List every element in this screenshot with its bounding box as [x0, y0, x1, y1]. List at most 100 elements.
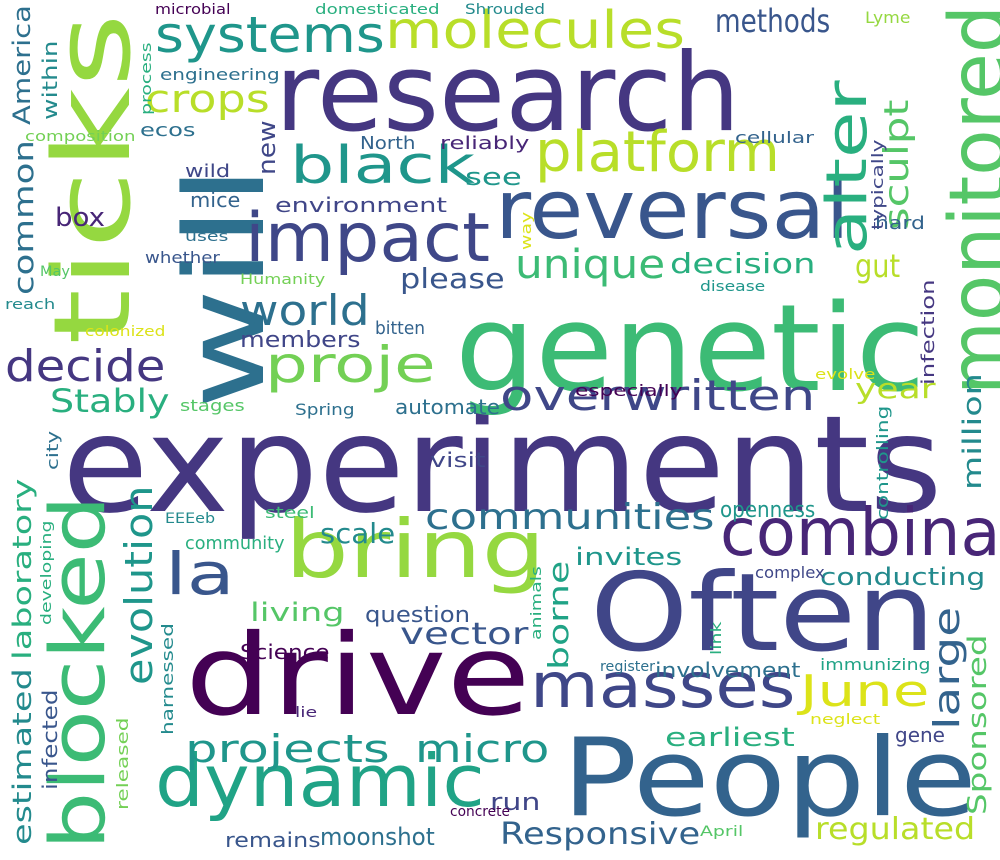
word-reliably: reliably — [440, 133, 530, 154]
word-typically: typically — [868, 139, 887, 230]
word-hard: hard — [875, 213, 925, 234]
word-involvement: involvement — [655, 658, 801, 682]
word-immunizing: immunizing — [820, 655, 931, 674]
word-humanity: Humanity — [240, 272, 326, 288]
word-monitored: monitored — [934, 5, 1000, 395]
word-members: members — [240, 328, 361, 353]
word-see: see — [465, 163, 522, 191]
word-run: run — [490, 788, 541, 816]
word-remains: remains — [225, 828, 321, 852]
word-automate: automate — [395, 395, 500, 419]
word-april: April — [700, 824, 744, 840]
word-impact: impact — [245, 199, 491, 278]
word-disease: disease — [700, 279, 766, 295]
word-masses: masses — [530, 649, 796, 722]
word-conducting: conducting — [820, 563, 986, 591]
word-especially: especially — [575, 381, 683, 400]
word-microbial: microbial — [155, 2, 231, 18]
word-scale: scale — [320, 517, 396, 550]
word-world: world — [240, 286, 370, 335]
word-colonized: colonized — [85, 324, 166, 340]
word-research: research — [275, 31, 741, 156]
word-uses: uses — [185, 229, 229, 245]
word-within: within — [38, 40, 62, 120]
word-micro: micro — [415, 727, 550, 771]
word-drive: drive — [185, 611, 531, 741]
word-large: large — [927, 606, 968, 730]
word-common: common — [7, 140, 40, 295]
word-composition: composition — [25, 129, 136, 145]
word-infected: infected — [38, 689, 62, 790]
word-estimated: estimated — [8, 668, 38, 845]
word-overwritten: overwritten — [500, 371, 816, 420]
word-dynamic: dynamic — [155, 739, 485, 823]
word-molecules: molecules — [385, 1, 685, 61]
word-controlling: controlling — [873, 405, 892, 520]
word-evolve: evolve — [815, 367, 876, 383]
word-year: year — [855, 372, 936, 405]
word-science: Science — [240, 640, 330, 664]
word-cellular: cellular — [735, 128, 814, 147]
word-please: please — [400, 262, 505, 295]
word-gut: gut — [855, 247, 901, 285]
word-black: black — [290, 136, 476, 196]
word-decide: decide — [5, 341, 166, 392]
word-gene: gene — [895, 723, 945, 747]
word-june: June — [800, 666, 930, 717]
word-often: Often — [590, 551, 936, 676]
word-environment: environment — [275, 193, 447, 217]
word-reach: reach — [5, 297, 56, 313]
word-stably: Stably — [50, 382, 170, 420]
word-steel: steel — [265, 503, 315, 522]
word-borne: borne — [542, 560, 575, 670]
word-bring: bring — [285, 503, 546, 596]
word-projects: projects — [185, 727, 390, 771]
word-process: process — [139, 42, 155, 116]
word-evolution: evolution — [117, 485, 161, 685]
word-people: People — [562, 716, 977, 841]
word-million: million — [958, 373, 988, 490]
word-la: la — [165, 540, 235, 608]
word-lyme: Lyme — [865, 8, 911, 27]
word-register: register — [600, 659, 655, 675]
word-spring: Spring — [295, 400, 355, 419]
word-question: question — [365, 603, 471, 628]
word-regulated: regulated — [815, 812, 976, 847]
word-proje: proje — [265, 336, 436, 394]
word-crops: crops — [145, 77, 270, 121]
word-neglect: neglect — [810, 712, 881, 728]
word-engineering: engineering — [160, 65, 280, 84]
word-communities: communities — [425, 497, 715, 538]
word-methods: methods — [715, 2, 831, 40]
word-ecos: ecos — [140, 120, 196, 141]
word-animals: animals — [529, 566, 545, 640]
word-shrouded: Shrouded — [465, 2, 546, 18]
word-invites: invites — [575, 543, 683, 571]
word-genetic: genetic — [455, 280, 926, 419]
word-concrete: concrete — [450, 804, 510, 820]
word-decision: decision — [670, 247, 816, 280]
word-moonshot: moonshot — [320, 823, 435, 851]
word-stages: stages — [180, 396, 245, 415]
word-domesticated: domesticated — [315, 2, 440, 18]
word-whether: whether — [145, 248, 220, 267]
word-reversal: reversal — [495, 163, 850, 258]
word-wild: wild — [185, 161, 231, 182]
word-north: North — [360, 133, 416, 154]
word-sponsored: Sponsored — [963, 634, 993, 815]
word-experiments: experiments — [62, 387, 943, 543]
word-link: link — [709, 621, 725, 655]
word-developing: developing — [39, 520, 55, 625]
word-responsive: Responsive — [500, 817, 701, 852]
word-openness: openness — [720, 498, 816, 523]
word-infection: infection — [918, 279, 939, 385]
word-new: new — [253, 120, 281, 175]
word-mice: mice — [190, 188, 241, 212]
word-may: May — [40, 264, 70, 280]
word-living: living — [250, 598, 345, 628]
word-systems: systems — [155, 6, 385, 64]
word-america: America — [8, 4, 36, 125]
word-box: box — [55, 203, 105, 233]
word-city: city — [43, 430, 62, 470]
